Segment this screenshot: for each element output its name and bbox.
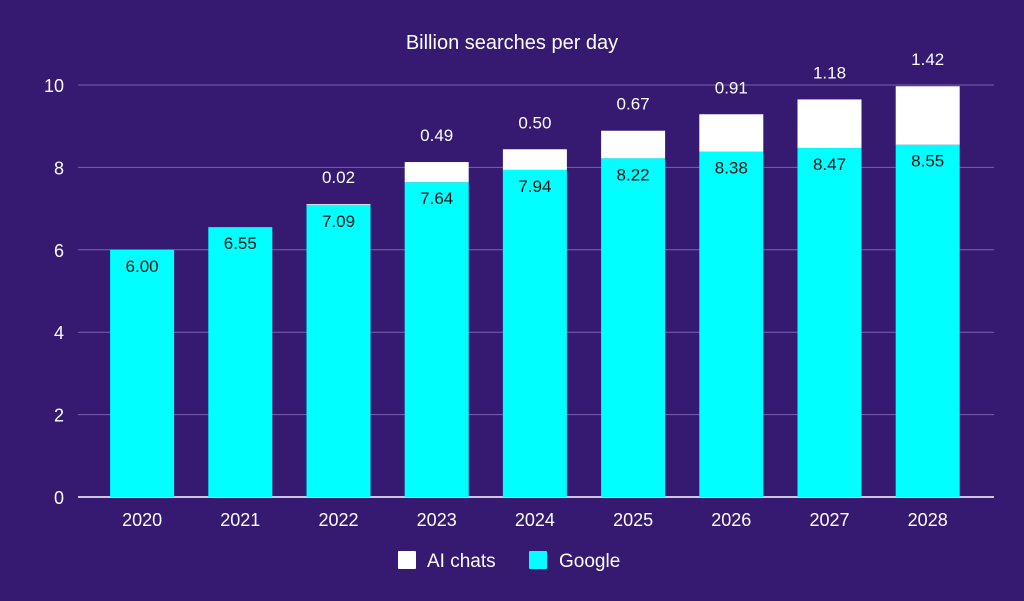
y-tick-label: 10: [44, 76, 64, 96]
data-label-ai-chats: 1.42: [911, 50, 944, 69]
bar-ai-chats: [306, 204, 371, 205]
data-label-google: 7.94: [518, 177, 551, 196]
y-tick-label: 2: [54, 406, 64, 426]
x-tick-label: 2021: [220, 510, 260, 530]
data-label-ai-chats: 0.02: [322, 168, 355, 187]
bar-ai-chats: [797, 99, 862, 149]
data-label-google: 6.55: [224, 234, 257, 253]
x-tick-label: 2020: [122, 510, 162, 530]
bar-google: [601, 158, 666, 497]
x-tick-label: 2023: [417, 510, 457, 530]
data-label-ai-chats: 0.49: [420, 126, 453, 145]
bar-ai-chats: [404, 162, 469, 183]
y-tick-label: 4: [54, 323, 64, 343]
bar-google: [404, 182, 469, 497]
data-label-google: 8.47: [813, 155, 846, 174]
bar-ai-chats: [699, 114, 764, 152]
x-tick-label: 2024: [515, 510, 555, 530]
data-label-ai-chats: 0.91: [715, 78, 748, 97]
bar-ai-chats: [895, 86, 960, 145]
legend-label-ai-chats: AI chats: [427, 551, 496, 572]
x-tick-label: 2022: [318, 510, 358, 530]
legend-label-google: Google: [559, 551, 620, 572]
bar-google: [110, 249, 175, 497]
bar-google: [895, 144, 960, 498]
y-tick-label: 6: [54, 241, 64, 261]
data-label-google: 8.55: [911, 152, 944, 171]
y-tick-label: 8: [54, 158, 64, 178]
bar-google: [502, 169, 567, 497]
data-label-ai-chats: 0.67: [617, 95, 650, 114]
data-label-ai-chats: 0.50: [518, 113, 551, 132]
legend-swatch-ai-chats: [398, 551, 416, 569]
y-tick-label: 0: [54, 488, 64, 508]
data-label-google: 8.38: [715, 159, 748, 178]
data-label-google: 7.64: [420, 189, 453, 208]
x-tick-label: 2026: [711, 510, 751, 530]
legend-swatch-google: [529, 551, 547, 569]
bar-google: [699, 151, 764, 497]
chart-title: Billion searches per day: [406, 32, 618, 54]
data-label-google: 7.09: [322, 212, 355, 231]
bar-google: [797, 148, 862, 497]
bar-google: [306, 204, 371, 497]
bar-ai-chats: [601, 130, 666, 159]
bar-ai-chats: [502, 149, 567, 170]
data-label-google: 8.22: [617, 165, 650, 184]
x-tick-label: 2028: [908, 510, 948, 530]
x-tick-label: 2025: [613, 510, 653, 530]
x-tick-label: 2027: [809, 510, 849, 530]
data-label-google: 6.00: [126, 257, 159, 276]
bar-google: [208, 227, 273, 497]
data-label-ai-chats: 1.18: [813, 63, 846, 82]
